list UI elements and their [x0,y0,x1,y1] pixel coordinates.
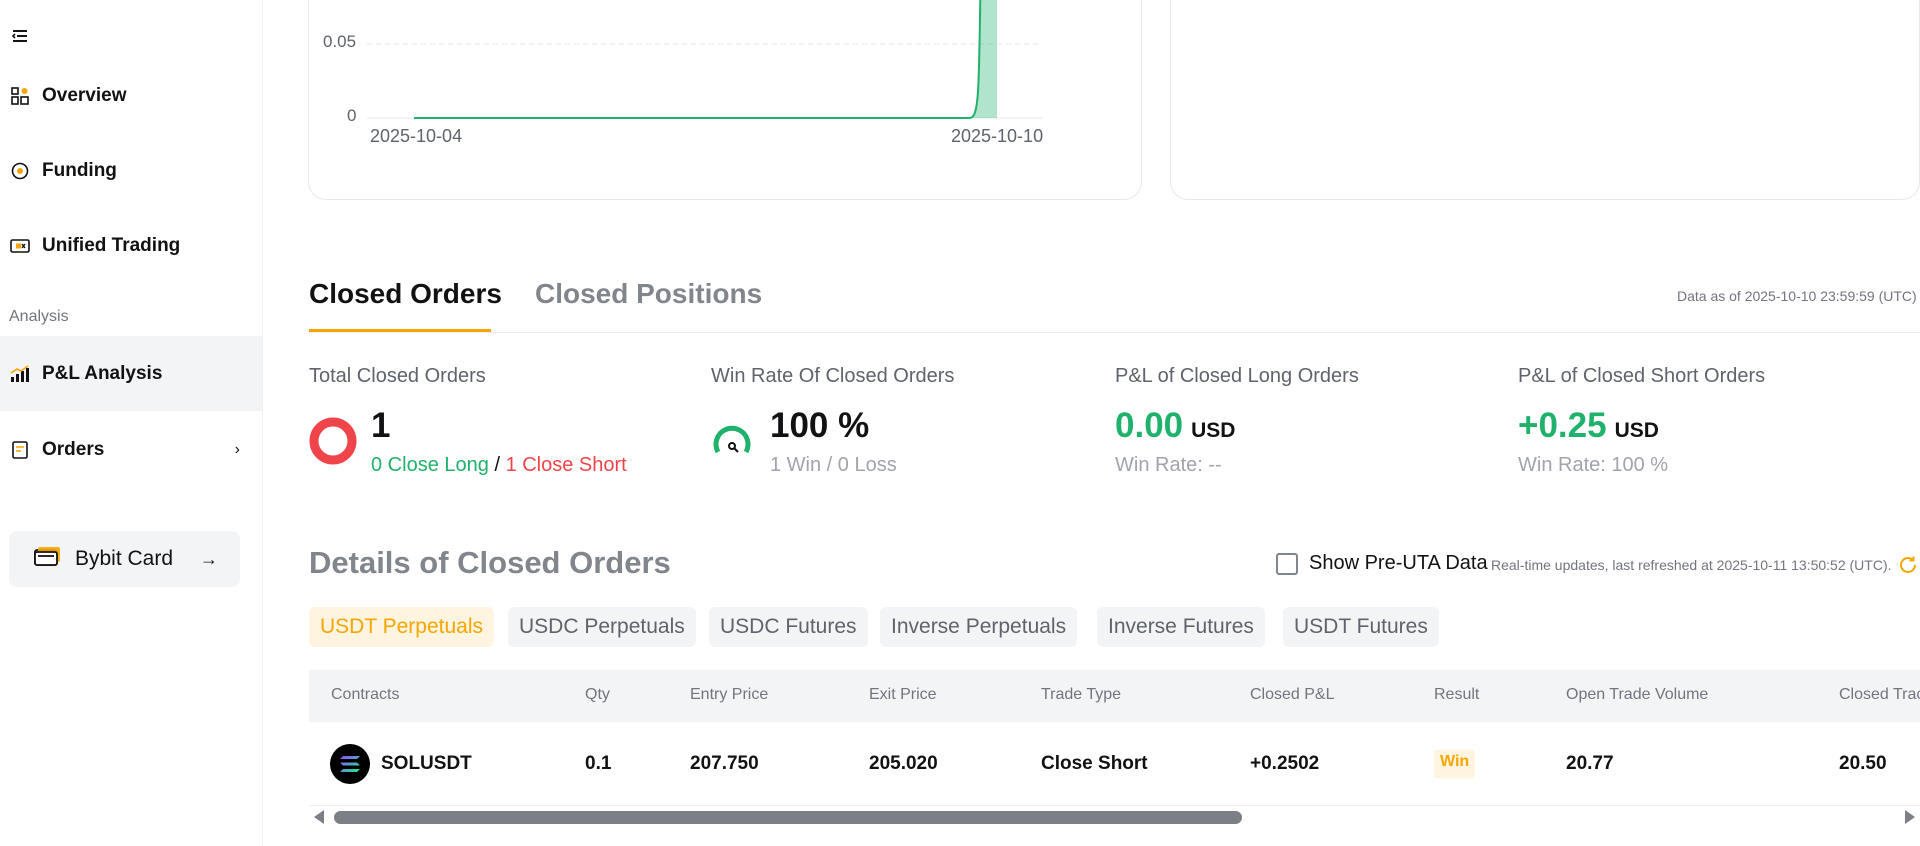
bybit-card-button[interactable]: Bybit Card → [9,531,240,587]
col-header-contracts: Contracts [331,686,400,703]
details-title: Details of Closed Orders [309,545,671,580]
short-pnl: +0.25 USD [1518,406,1659,446]
short-pnl-label: P&L of Closed Short Orders [1518,365,1766,387]
sidebar-item-overview[interactable]: Overview [0,66,262,126]
document-icon [10,440,30,460]
sidebar-item-label: Funding [42,160,117,181]
result-badge: Win [1434,750,1476,778]
sidebar-item-label: Unified Trading [42,235,181,256]
table-header [309,670,1920,722]
cell-contract: SOLUSDT [381,753,472,774]
separator: / [494,454,500,476]
sidebar-item-unified-trading[interactable]: Unified Trading [0,216,262,276]
donut-chart-icon [309,417,357,470]
cell-open-trade-volume: 20.77 [1566,753,1614,774]
long-pnl-unit: USD [1191,419,1236,442]
section-label-analysis: Analysis [9,308,69,325]
col-header-open-trade-volume: Open Trade Volume [1566,686,1709,703]
col-header-closed-trade-volume: Closed Trac [1839,686,1920,703]
total-closed-orders-value: 1 [371,406,391,445]
grid-icon [10,86,30,106]
chip-usdt-perpetuals[interactable]: USDT Perpetuals [309,607,495,647]
pnl-area-fill [414,0,997,118]
cell-trade-type: Close Short [1041,753,1148,774]
short-pnl-value: +0.25 [1518,406,1607,445]
win-rate-value: 100 % [770,406,870,445]
refresh-icon[interactable] [1897,554,1919,576]
y-tick-label: 0.05 [323,32,357,51]
bybit-card-label: Bybit Card [75,547,174,570]
data-as-of-text: Data as of 2025-10-10 23:59:59 (UTC) [1677,288,1917,304]
chip-usdc-perpetuals[interactable]: USDC Perpetuals [508,607,696,647]
cell-exit-price: 205.020 [869,753,938,774]
show-pre-uta-checkbox[interactable] [1276,553,1298,575]
tab-divider [309,332,1920,333]
pnl-series-line [414,0,982,119]
summary-card [1170,0,1920,200]
collapse-menu-icon[interactable] [10,26,30,46]
x-tick-label: 2025-10-10 [951,126,1044,146]
arrow-right-icon: → [200,548,218,569]
realtime-status: Real-time updates, last refreshed at 202… [1491,557,1892,573]
win-loss-count: 1 Win / 0 Loss [770,454,897,476]
long-pnl-value: 0.00 [1115,406,1184,445]
tab-closed-orders[interactable]: Closed Orders [309,278,502,309]
sidebar-item-pnl-analysis[interactable]: P&L Analysis [0,336,262,411]
cell-qty: 0.1 [585,753,612,774]
chip-usdt-futures[interactable]: USDT Futures [1283,607,1439,647]
sidebar-item-label: P&L Analysis [42,362,163,384]
sol-coin-icon [330,744,370,784]
chip-inverse-perpetuals[interactable]: Inverse Perpetuals [880,607,1078,647]
cell-closed-trade-volume: 20.50 [1839,753,1887,774]
short-pnl-unit: USD [1614,419,1659,442]
scrollbar-thumb[interactable] [334,811,1242,824]
pnl-area-chart [367,0,1043,119]
close-short-count: 1 Close Short [505,454,627,476]
sidebar-item-funding[interactable]: Funding [0,141,262,201]
col-header-qty: Qty [585,686,610,703]
col-header-result: Result [1434,686,1480,703]
col-header-exit-price: Exit Price [869,686,937,703]
short-win-rate: Win Rate: 100 % [1518,454,1669,476]
active-tab-indicator [309,329,491,332]
sidebar: Overview Funding Unified Trading Analysi… [0,0,263,846]
sidebar-item-label: Orders [42,439,105,460]
show-pre-uta-label[interactable]: Show Pre-UTA Data [1309,552,1488,574]
gauge-icon [712,420,752,465]
col-header-closed-pnl: Closed P&L [1250,686,1335,703]
close-long-count: 0 Close Long [371,454,489,476]
chip-inverse-futures[interactable]: Inverse Futures [1097,607,1265,647]
x-tick-label: 2025-10-04 [370,126,463,146]
pnl-chart-card: 0.05 0 2025-10-04 2025-10-10 [308,0,1142,200]
coin-icon [10,161,30,181]
sidebar-item-orders[interactable]: Orders › [0,420,262,480]
col-header-trade-type: Trade Type [1041,686,1122,703]
tab-closed-positions[interactable]: Closed Positions [535,278,763,309]
table-row[interactable] [309,722,1920,806]
col-header-entry-price: Entry Price [690,686,769,703]
close-breakdown: 0 Close Long / 1 Close Short [371,454,627,477]
win-rate-label: Win Rate Of Closed Orders [711,365,955,387]
cell-closed-pnl: +0.2502 [1250,753,1320,774]
long-win-rate: Win Rate: -- [1115,454,1222,476]
card-icon [33,545,61,574]
scroll-right-arrow-icon[interactable] [1905,810,1915,824]
chip-usdc-futures[interactable]: USDC Futures [709,607,868,647]
chevron-right-icon: › [234,441,240,458]
wallet-icon [10,236,30,256]
total-closed-orders-label: Total Closed Orders [309,365,486,387]
cell-entry-price: 207.750 [690,753,759,774]
long-pnl-label: P&L of Closed Long Orders [1115,365,1359,387]
y-tick-label: 0 [347,106,357,125]
long-pnl: 0.00 USD [1115,406,1235,446]
sidebar-item-label: Overview [42,85,127,106]
bar-chart-icon [10,364,30,384]
scroll-left-arrow-icon[interactable] [314,810,324,824]
